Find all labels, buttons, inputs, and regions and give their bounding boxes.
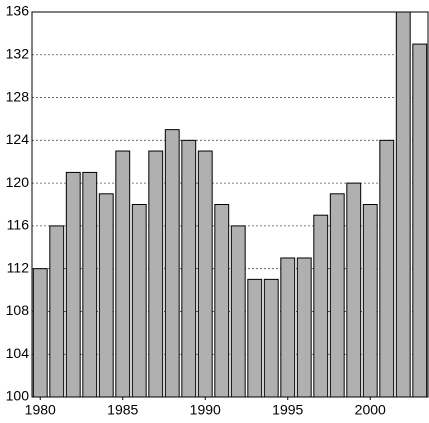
bar <box>280 257 296 398</box>
y-tick-label: 116 <box>7 217 30 233</box>
bar <box>230 225 246 398</box>
bar <box>329 193 345 398</box>
y-tick-label: 132 <box>6 45 30 61</box>
y-tick-label: 100 <box>6 388 30 404</box>
bar <box>296 257 312 398</box>
bar <box>115 150 131 398</box>
bar <box>362 204 378 398</box>
bar <box>49 225 65 398</box>
y-tick-label: 108 <box>6 302 30 318</box>
y-tick-label: 128 <box>6 88 30 104</box>
y-tick-label: 120 <box>6 174 30 190</box>
y-tick-label: 104 <box>6 345 30 361</box>
bar <box>98 193 114 398</box>
bar <box>263 278 279 398</box>
bar <box>412 43 428 398</box>
x-tick-label: 1995 <box>272 402 303 418</box>
bar <box>214 204 230 398</box>
bar <box>65 171 81 398</box>
bar <box>164 129 180 398</box>
x-tick-label: 1980 <box>25 402 56 418</box>
bar <box>148 150 164 398</box>
bar <box>313 214 329 398</box>
bar <box>247 278 263 398</box>
bar <box>395 11 411 398</box>
bar <box>32 268 48 398</box>
bar <box>379 139 395 398</box>
y-tick-label: 136 <box>6 3 30 19</box>
x-tick-label: 1990 <box>190 402 221 418</box>
y-tick-label: 112 <box>7 259 30 275</box>
bar <box>181 139 197 398</box>
bar <box>197 150 213 398</box>
x-tick-label: 2000 <box>355 402 386 418</box>
x-tick-label: 1985 <box>107 402 138 418</box>
plot-frame <box>31 11 429 398</box>
bar <box>131 204 147 398</box>
y-tick-label: 124 <box>6 131 30 147</box>
bar <box>82 171 98 398</box>
bar <box>346 182 362 398</box>
